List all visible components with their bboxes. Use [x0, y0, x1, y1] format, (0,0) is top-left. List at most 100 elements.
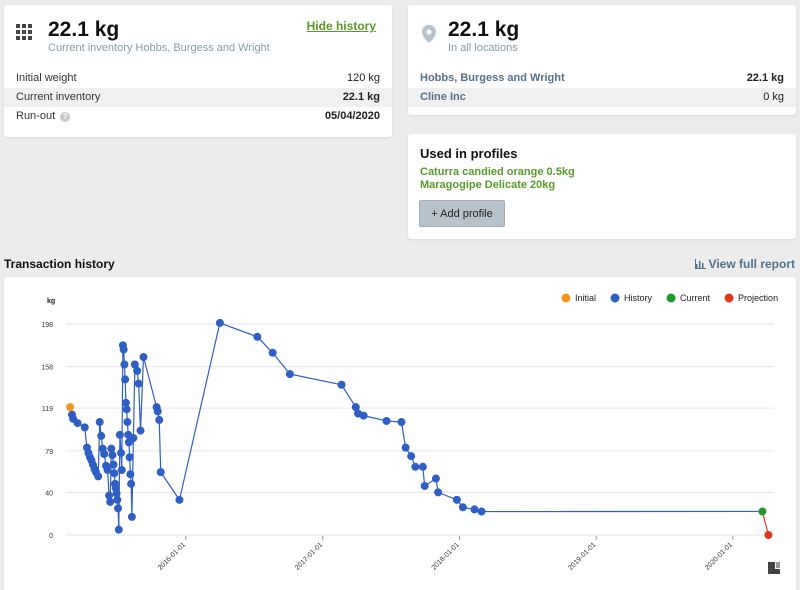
- history-point: [103, 465, 112, 474]
- history-point: [418, 462, 427, 471]
- history-point: [458, 503, 467, 512]
- legend-label: Projection: [738, 293, 778, 303]
- inventory-subtitle: Current inventory Hobbs, Burgess and Wri…: [48, 42, 270, 54]
- history-line: [69, 322, 763, 530]
- history-point: [434, 488, 443, 497]
- history-point: [121, 398, 130, 407]
- history-point: [120, 360, 129, 369]
- run-out-row: Run-out? 05/04/2020: [4, 107, 392, 126]
- location-name[interactable]: Hobbs, Burgess and Wright: [420, 72, 565, 84]
- history-point: [117, 465, 126, 474]
- initial-weight-row: Initial weight 120 kg: [4, 69, 392, 88]
- y-tick-label: 79: [45, 449, 53, 456]
- history-point: [431, 474, 440, 483]
- history-point: [215, 318, 224, 327]
- x-tick-label: 2020-01-01: [704, 541, 734, 571]
- history-point: [452, 495, 461, 504]
- history-point: [136, 426, 145, 435]
- history-point: [127, 479, 136, 488]
- history-point: [401, 443, 410, 452]
- history-point: [477, 507, 486, 516]
- history-point: [407, 452, 416, 461]
- hide-history-link[interactable]: Hide history: [306, 19, 376, 33]
- x-tick-label: 2018-01-01: [431, 541, 461, 571]
- grid-icon: [16, 24, 34, 42]
- location-row[interactable]: Cline Inc 0 kg: [408, 88, 796, 107]
- history-point: [107, 444, 116, 453]
- run-out-label: Run-out: [16, 110, 56, 122]
- history-point: [117, 448, 126, 457]
- location-pin-icon: [422, 25, 436, 43]
- row-label: Initial weight: [16, 72, 77, 84]
- history-point: [285, 370, 294, 379]
- legend-label: Initial: [575, 293, 596, 303]
- current-inventory-row: Current inventory 22.1 kg: [4, 88, 392, 107]
- history-point: [115, 430, 124, 439]
- history-point: [420, 481, 429, 490]
- x-tick-label: 2016-01-01: [157, 541, 187, 571]
- history-point: [106, 497, 115, 506]
- history-point: [133, 366, 142, 375]
- history-point: [153, 407, 162, 416]
- history-point: [109, 460, 118, 469]
- locations-weight: 22.1 kg: [448, 18, 520, 41]
- history-point: [112, 489, 121, 498]
- legend-marker: [610, 293, 620, 303]
- legend-marker: [561, 293, 571, 303]
- history-point: [73, 419, 82, 428]
- history-point: [122, 405, 131, 414]
- help-icon[interactable]: ?: [60, 112, 71, 122]
- history-point: [110, 469, 119, 478]
- y-tick-label: 0: [49, 533, 53, 540]
- history-point: [253, 332, 262, 341]
- chart-icon: [694, 259, 706, 269]
- history-point: [411, 462, 420, 471]
- history-point: [113, 495, 122, 504]
- history-point: [119, 345, 128, 354]
- history-point: [108, 451, 117, 460]
- legend-label: Current: [680, 293, 711, 303]
- inventory-card: 22.1 kg Current inventory Hobbs, Burgess…: [4, 5, 392, 137]
- location-name[interactable]: Cline Inc: [420, 91, 466, 103]
- view-full-report-link[interactable]: View full report: [694, 257, 795, 271]
- history-point: [125, 453, 134, 462]
- add-profile-button[interactable]: + Add profile: [419, 200, 505, 227]
- x-tick-label: 2017-01-01: [294, 541, 324, 571]
- profile-link[interactable]: Maragogipe Delicate 20kg: [420, 179, 556, 191]
- history-point: [95, 418, 104, 427]
- history-point: [126, 470, 135, 479]
- legend-marker: [724, 293, 734, 303]
- history-point: [130, 360, 139, 369]
- history-point: [175, 495, 184, 504]
- location-value: 22.1 kg: [746, 72, 784, 84]
- history-point: [129, 434, 138, 443]
- y-axis-label: kg: [47, 298, 55, 305]
- locations-subtitle: In all locations: [448, 42, 518, 54]
- profiles-card: Used in profiles Caturra candied orange …: [408, 134, 796, 239]
- legend-label: History: [624, 293, 653, 303]
- y-tick-label: 119: [42, 406, 53, 413]
- y-tick-label: 40: [45, 490, 53, 497]
- history-point: [470, 505, 479, 514]
- history-point: [382, 416, 391, 425]
- transaction-history-title: Transaction history: [4, 257, 115, 271]
- history-point: [94, 472, 103, 481]
- location-value: 0 kg: [763, 91, 784, 103]
- current-point: [758, 507, 767, 516]
- x-tick-label: 2019-01-01: [567, 541, 597, 571]
- projection-line: [761, 511, 769, 536]
- brand-logo-icon: [768, 562, 780, 574]
- profile-link[interactable]: Caturra candied orange 0.5kg: [420, 166, 575, 178]
- history-point: [397, 418, 406, 427]
- history-point: [134, 379, 143, 388]
- row-label: Run-out?: [16, 107, 71, 126]
- chart-card: 0 40 79 119 158 198 kg 2016-01-01 2017-01-01 2018…: [4, 277, 796, 590]
- history-point: [100, 450, 109, 459]
- history-point: [80, 423, 89, 432]
- transaction-chart: 0 40 79 119 158 198 kg 2016-01-01 2017-01-01 2018…: [41, 293, 778, 572]
- history-point: [97, 431, 106, 440]
- location-row[interactable]: Hobbs, Burgess and Wright 22.1 kg: [408, 69, 796, 88]
- row-value: 120 kg: [346, 72, 380, 84]
- legend-marker: [666, 293, 676, 303]
- history-point: [114, 525, 123, 534]
